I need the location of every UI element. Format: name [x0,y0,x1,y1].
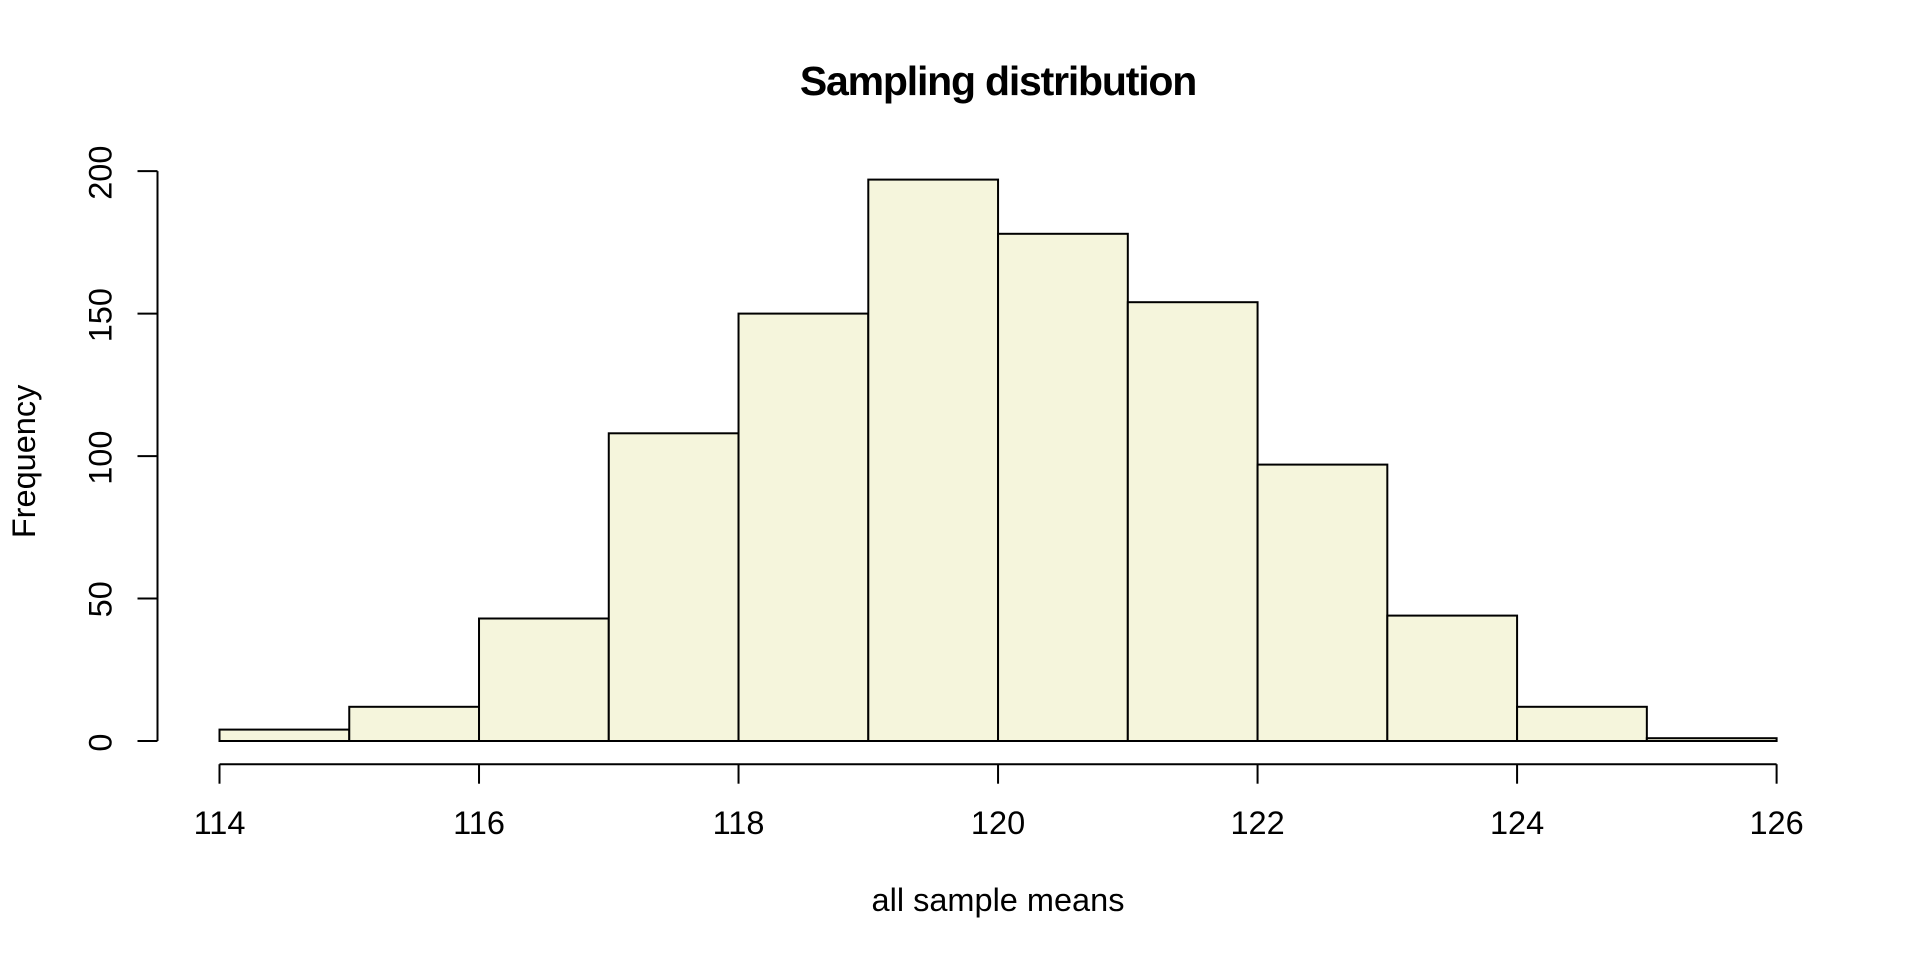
svg-text:all sample means: all sample means [872,882,1125,918]
svg-text:0: 0 [83,734,119,752]
svg-text:200: 200 [83,146,119,200]
svg-text:150: 150 [83,288,119,342]
svg-text:Sampling distribution: Sampling distribution [800,58,1196,104]
svg-text:122: 122 [1230,805,1284,841]
svg-text:118: 118 [713,805,765,841]
svg-text:100: 100 [83,431,119,485]
svg-text:50: 50 [83,581,119,617]
svg-text:116: 116 [453,805,505,841]
svg-text:114: 114 [194,805,246,841]
svg-text:126: 126 [1749,805,1803,841]
svg-text:120: 120 [971,805,1025,841]
svg-text:Frequency: Frequency [6,384,42,538]
svg-text:124: 124 [1490,805,1544,841]
